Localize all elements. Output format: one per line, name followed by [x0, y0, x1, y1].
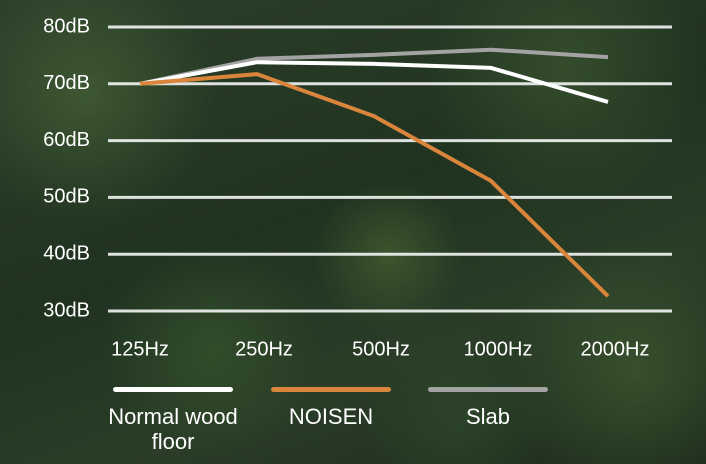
legend-swatch [113, 387, 233, 392]
legend-swatch [271, 387, 391, 392]
y-tick-label: 80dB [43, 15, 90, 37]
series-line [139, 72, 610, 298]
y-tick-label: 70dB [43, 72, 90, 94]
x-tick-label: 500Hz [352, 338, 410, 360]
x-tick-label: 1000Hz [464, 338, 533, 360]
legend-label: Slab [465, 404, 511, 429]
y-tick-label: 30dB [43, 299, 90, 321]
legend-label: Normal wood floor [108, 404, 238, 454]
series-line [139, 60, 609, 104]
x-tick-label: 125Hz [111, 338, 169, 360]
legend-label: NOISEN [288, 404, 374, 429]
x-tick-label: 2000Hz [581, 338, 650, 360]
x-tick-label: 250Hz [235, 338, 293, 360]
y-tick-label: 60dB [43, 129, 90, 151]
legend-swatch [428, 387, 548, 392]
y-tick-label: 50dB [43, 186, 90, 208]
series-line [139, 47, 609, 86]
y-tick-label: 40dB [43, 242, 90, 264]
